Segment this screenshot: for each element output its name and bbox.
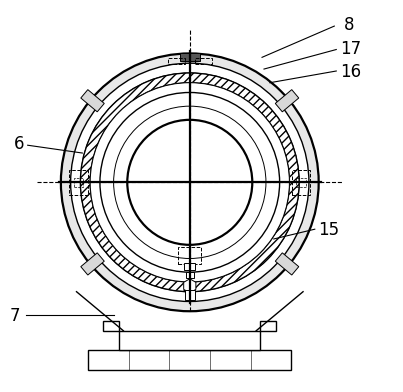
Bar xyxy=(297,178,306,187)
Text: 17: 17 xyxy=(340,40,361,58)
Bar xyxy=(186,272,194,278)
Bar xyxy=(292,170,310,195)
Bar xyxy=(178,247,202,264)
Bar xyxy=(168,58,185,64)
Bar xyxy=(180,53,199,61)
Bar xyxy=(260,321,276,331)
Bar xyxy=(74,178,83,187)
Bar xyxy=(275,90,299,112)
Text: 6: 6 xyxy=(14,136,25,153)
Circle shape xyxy=(61,53,319,311)
Circle shape xyxy=(81,73,299,292)
Circle shape xyxy=(127,120,252,245)
Bar xyxy=(195,58,212,64)
Circle shape xyxy=(90,83,289,282)
Bar xyxy=(275,253,299,275)
Bar xyxy=(88,350,291,370)
Text: 7: 7 xyxy=(10,307,21,325)
Circle shape xyxy=(71,63,309,301)
Polygon shape xyxy=(184,279,196,293)
Text: 16: 16 xyxy=(340,63,361,81)
Bar xyxy=(184,263,195,270)
Bar xyxy=(104,321,119,331)
Circle shape xyxy=(114,106,266,258)
Bar xyxy=(119,331,260,350)
Text: 15: 15 xyxy=(318,221,339,239)
Bar xyxy=(69,170,88,195)
Text: 8: 8 xyxy=(344,16,355,34)
Circle shape xyxy=(100,93,280,272)
Bar xyxy=(81,90,104,112)
Bar xyxy=(185,290,195,300)
Bar xyxy=(81,253,104,275)
